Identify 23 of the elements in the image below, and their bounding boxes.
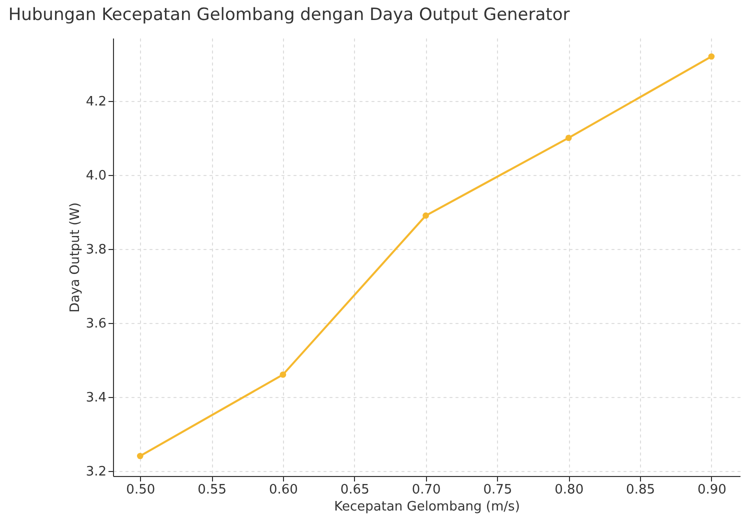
x-axis-title: Kecepatan Gelombang (m/s) — [334, 500, 520, 514]
y-axis-title: Daya Output (W) — [68, 202, 83, 313]
point — [708, 53, 715, 60]
x-tick-label: 0.65 — [340, 482, 370, 498]
point — [565, 134, 572, 142]
x-tick-label: 0.85 — [626, 482, 655, 498]
y-tick-label: 3.2 — [86, 464, 106, 480]
y-tick-label: 3.6 — [86, 316, 106, 332]
x-tick-label: 0.80 — [554, 482, 584, 498]
x-tick-label: 0.70 — [412, 482, 441, 498]
x-tick-label: 0.60 — [268, 482, 298, 498]
x-tick-label: 0.55 — [198, 482, 227, 498]
point — [136, 452, 144, 460]
x-tick-label: 0.75 — [483, 482, 512, 498]
y-tick-label: 3.8 — [86, 242, 106, 258]
y-tick-label: 4.2 — [86, 94, 106, 110]
point — [280, 371, 286, 378]
chart-title: Hubungan Kecepatan Gelombang dengan Daya Output Generator — [8, 5, 570, 25]
x-tick-label: 0.90 — [697, 482, 726, 498]
y-tick-label: 3.4 — [86, 390, 106, 406]
x-tick-label: 0.50 — [126, 482, 156, 498]
y-tick-label: 4.0 — [86, 168, 106, 184]
point — [422, 212, 429, 219]
